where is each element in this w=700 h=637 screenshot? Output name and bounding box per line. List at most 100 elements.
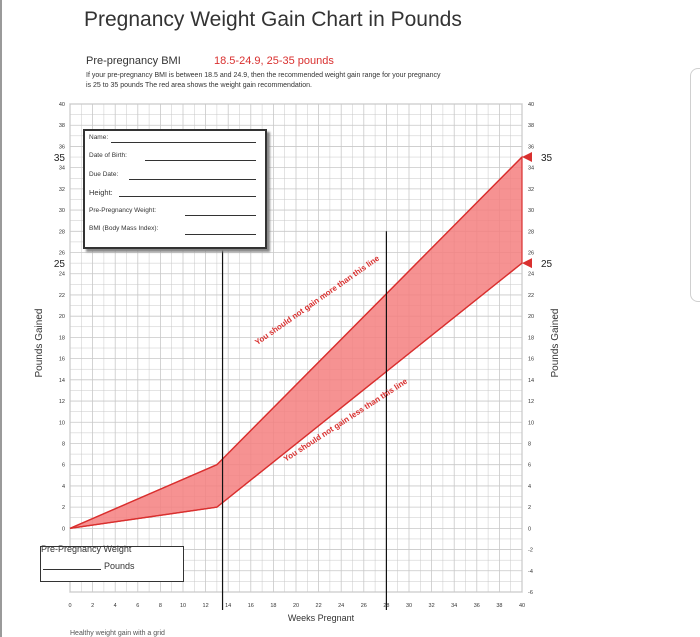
x-axis-label: Weeks Pregnant <box>288 613 355 623</box>
y-axis-label-right: Pounds Gained <box>550 309 561 378</box>
x-tick-label: 26 <box>361 603 367 609</box>
pre-pregnancy-weight-box: Pre-Pregnancy Weight Pounds <box>40 544 184 582</box>
target-label-right-25: 25 <box>541 259 553 270</box>
y-tick-label-left: 12 <box>59 399 65 405</box>
pre-pregnancy-weight-line <box>185 215 256 216</box>
dob-label: Date of Birth: <box>89 152 127 159</box>
due-date-line <box>129 179 256 180</box>
x-tick-label: 22 <box>316 603 322 609</box>
y-tick-label-right: 26 <box>528 251 534 257</box>
y-tick-label-right: 16 <box>528 357 534 363</box>
y-tick-label-right: 36 <box>528 144 534 150</box>
y-tick-label-left: 40 <box>59 102 65 108</box>
y-tick-label-left: 32 <box>59 187 65 193</box>
bmi-range: 18.5-24.9, 25-35 pounds <box>214 55 334 67</box>
y-tick-label-right: 28 <box>528 229 534 235</box>
page-edge <box>0 0 2 637</box>
y-tick-label-left: 22 <box>59 293 65 299</box>
x-tick-label: 12 <box>203 603 209 609</box>
y-tick-label-left: 0 <box>62 526 65 532</box>
x-tick-label: 40 <box>519 603 525 609</box>
y-tick-label-right: 38 <box>528 123 534 129</box>
target-label-left-25: 25 <box>54 259 66 270</box>
y-tick-label-left: 14 <box>59 378 65 384</box>
y-tick-label-left: 18 <box>59 335 65 341</box>
y-tick-label-left: 30 <box>59 208 65 214</box>
y-tick-label-right: 6 <box>528 463 531 469</box>
page-title: Pregnancy Weight Gain Chart in Pounds <box>84 8 462 31</box>
height-line <box>119 196 256 197</box>
y-tick-label-right: 2 <box>528 505 531 511</box>
bmi-line <box>185 234 256 235</box>
y-tick-label-left: 38 <box>59 123 65 129</box>
x-tick-label: 38 <box>496 603 502 609</box>
name-line <box>111 142 256 143</box>
y-tick-label-right: -2 <box>528 548 533 554</box>
pre-pregnancy-weight-label: Pre-Pregnancy Weight: <box>89 207 157 214</box>
x-tick-label: 8 <box>159 603 162 609</box>
x-tick-label: 36 <box>474 603 480 609</box>
y-tick-label-right: 30 <box>528 208 534 214</box>
pre-pregnancy-weight-title: Pre-Pregnancy Weight <box>41 544 132 554</box>
y-tick-label-right: 4 <box>528 484 531 490</box>
x-tick-label: 24 <box>338 603 344 609</box>
y-tick-label-left: 24 <box>59 272 65 278</box>
y-tick-label-right: -4 <box>528 569 533 575</box>
x-tick-label: 10 <box>180 603 186 609</box>
bmi-label: Pre-pregnancy BMI <box>86 55 181 67</box>
y-tick-label-right: 8 <box>528 441 531 447</box>
y-tick-label-right: 10 <box>528 420 534 426</box>
name-label: Name: <box>89 134 109 141</box>
footer-text: Healthy weight gain with a grid <box>70 630 165 637</box>
height-label: Height: <box>89 188 113 197</box>
pre-pregnancy-weight-units: Pounds <box>104 561 135 571</box>
target-label-right-35: 35 <box>541 153 553 164</box>
y-tick-label-left: 16 <box>59 357 65 363</box>
y-tick-label-left: 26 <box>59 251 65 257</box>
target-arrow-35 <box>522 152 532 163</box>
pre-pregnancy-weight-input-line <box>43 569 101 570</box>
x-tick-label: 18 <box>270 603 276 609</box>
y-tick-label-right: 20 <box>528 314 534 320</box>
target-arrow-25 <box>522 258 532 269</box>
y-tick-label-right: 32 <box>528 187 534 193</box>
target-label-left-35: 35 <box>54 153 66 164</box>
x-tick-label: 32 <box>429 603 435 609</box>
y-tick-label-right: 14 <box>528 378 534 384</box>
bmi-form-label: BMI (Body Mass Index): <box>89 225 159 232</box>
y-tick-label-left: 36 <box>59 144 65 150</box>
x-tick-label: 20 <box>293 603 299 609</box>
x-tick-label: 16 <box>248 603 254 609</box>
y-tick-label-right: 22 <box>528 293 534 299</box>
lower-limit-line <box>69 262 523 530</box>
y-tick-label-left: 8 <box>62 441 65 447</box>
x-tick-label: 34 <box>451 603 457 609</box>
info-form: Name: Date of Birth: Due Date: Height: P… <box>83 129 267 249</box>
y-tick-label-right: 34 <box>528 166 534 172</box>
y-tick-label-right: 12 <box>528 399 534 405</box>
y-tick-label-left: 20 <box>59 314 65 320</box>
x-tick-label: 30 <box>406 603 412 609</box>
y-tick-label-left: 4 <box>62 484 65 490</box>
dob-line <box>145 160 256 161</box>
x-tick-label: 28 <box>383 603 389 609</box>
x-tick-label: 0 <box>68 603 71 609</box>
y-tick-label-right: 0 <box>528 526 531 532</box>
y-tick-label-right: 24 <box>528 272 534 278</box>
side-panel <box>690 68 700 302</box>
chart-description: If your pre-pregnancy BMI is between 18.… <box>86 72 441 89</box>
y-tick-label-right: 18 <box>528 335 534 341</box>
x-tick-label: 6 <box>136 603 139 609</box>
upper-limit-line <box>69 156 523 529</box>
y-tick-label-left: 6 <box>62 463 65 469</box>
due-date-label: Due Date: <box>89 171 119 178</box>
y-tick-label-left: 10 <box>59 420 65 426</box>
x-tick-label: 14 <box>225 603 231 609</box>
y-axis-label-left: Pounds Gained <box>34 309 45 378</box>
y-tick-label-left: 28 <box>59 229 65 235</box>
y-tick-label-left: 2 <box>62 505 65 511</box>
y-tick-label-right: 40 <box>528 102 534 108</box>
x-tick-label: 2 <box>91 603 94 609</box>
